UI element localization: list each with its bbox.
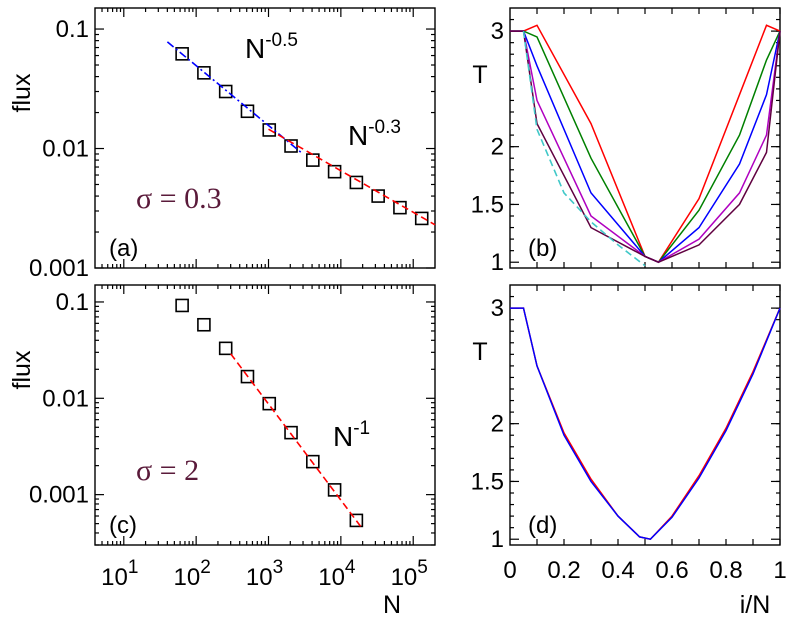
panel-c-data-point — [175, 298, 189, 313]
panel-c-xtick-label-base: 10 — [391, 564, 418, 591]
panel-a-data-point — [218, 84, 233, 99]
panel-c-data-point — [306, 454, 320, 469]
panel-d-xtick-label: 0.8 — [709, 557, 742, 584]
panel-c-ytick-label: 0.01 — [42, 385, 89, 412]
panel-d-xlabel: i/N — [740, 591, 771, 619]
panel-a-annotation: N-0.5 — [245, 30, 298, 64]
panel-d-xtick-label: 0 — [503, 557, 516, 584]
panel-d-xtick-label: 0.2 — [547, 557, 580, 584]
panel-c-sigma-label: σ = 2 — [136, 454, 199, 487]
panel-a-ytick-label: 0.01 — [42, 136, 89, 163]
panel-b: 1 1.5 2 3T (b) — [471, 7, 781, 276]
panel-c-xtick-label-base: 10 — [246, 564, 273, 591]
panel-c-ylabel: flux — [8, 350, 36, 389]
panel-c-series-fit-n-1 — [230, 353, 364, 530]
panel-c-ytick-label: 0.001 — [29, 482, 89, 509]
panel-d-ylabel: T — [472, 338, 487, 366]
panel-b-ytick-label: 2 — [491, 134, 504, 161]
panel-b-ytick-label: 1 — [491, 249, 504, 276]
panel-a-data-point — [414, 211, 429, 226]
panel-c-annotation-base: N — [333, 421, 353, 452]
panel-a-ylabel: flux — [8, 73, 36, 112]
panel-d-ytick-label: 3 — [491, 295, 504, 322]
panel-c-xtick-label-exponent: 1 — [128, 557, 139, 578]
panel-c-xtick-label-exponent: 4 — [345, 557, 356, 578]
panel-c-xtick-label: 101 — [101, 557, 138, 591]
panel-d-xtick-label: 0.4 — [601, 557, 634, 584]
panel-c-data-point — [284, 425, 298, 440]
panel-a-annotation-exponent: -0.3 — [368, 117, 401, 138]
panel-c-data-point — [240, 369, 255, 384]
panel-a-data-point — [262, 123, 277, 137]
panel-c-xtick-label: 103 — [246, 557, 283, 591]
panel-b-tag: (b) — [528, 235, 557, 262]
panel-a-data-point — [175, 47, 189, 61]
panel-d-ytick-label: 1 — [491, 526, 504, 553]
panel-d-series-red — [510, 307, 781, 541]
panel-a-data-point — [349, 175, 364, 190]
panel-c-data-point — [327, 483, 342, 497]
panel-a-ytick-label: 0.1 — [56, 16, 89, 43]
panel-b-series-green — [510, 30, 781, 264]
panel-c-xtick-label: 104 — [318, 557, 356, 591]
panel-a-annotation: N-0.3 — [348, 117, 401, 151]
panel-a-data-point — [240, 104, 255, 119]
panel-a-ytick-label: 0.001 — [29, 255, 89, 282]
panel-c-data-point — [197, 317, 211, 332]
panel-c-data-point — [262, 396, 277, 411]
panel-a-annotation-base: N — [348, 120, 368, 151]
panel-d-series-blue — [510, 307, 781, 541]
panel-b-ylabel: T — [472, 61, 487, 89]
panel-c-ytick-label: 0.1 — [56, 289, 89, 316]
panel-b-series-red — [510, 24, 781, 264]
panel-a-annotation-base: N — [245, 33, 265, 64]
panel-a-data-point — [197, 66, 211, 80]
panel-a-sigma-label: σ = 0.3 — [136, 182, 222, 215]
panel-d-xtick-label: 0.6 — [655, 557, 688, 584]
panel-c-annotation-exponent: -1 — [353, 418, 370, 439]
panel-c-xtick-label-base: 10 — [101, 564, 128, 591]
panel-d-tag: (d) — [528, 512, 557, 539]
panel-d-ytick-label: 1.5 — [471, 468, 504, 495]
panel-b-series-theory — [522, 30, 646, 267]
panel-c-xtick-label: 102 — [174, 557, 211, 591]
panel-c-annotation: N-1 — [333, 418, 370, 452]
panel-d-frame — [509, 284, 781, 546]
panel-d: 1 1.5 2 3 0 0.2 0.4 0.6 0.8 1 Ti/N (d) — [471, 284, 787, 619]
panel-d-ytick-label: 2 — [491, 411, 504, 438]
panel-a-annotation-exponent: -0.5 — [265, 30, 298, 51]
panel-c-xtick-label: 105 — [391, 557, 428, 591]
panel-a-tag: (a) — [109, 235, 138, 262]
panel-b-ytick-label: 1.5 — [471, 191, 504, 218]
panel-c-data-point — [218, 341, 233, 356]
panel-c-tag: (c) — [109, 512, 137, 539]
panel-b-ytick-label: 3 — [491, 18, 504, 45]
panel-c-xtick-label-base: 10 — [174, 564, 201, 591]
panel-c-xtick-label-exponent: 2 — [200, 557, 211, 578]
panel-c-xtick-label-exponent: 3 — [273, 557, 284, 578]
panel-a-series-fit-n-0-3 — [268, 128, 436, 226]
panel-c-xtick-label-base: 10 — [318, 564, 345, 591]
panel-c-xtick-label-exponent: 5 — [417, 557, 428, 578]
panel-c-data-point — [349, 513, 364, 528]
panel-b-frame — [509, 7, 781, 269]
panel-d-xtick-label: 1 — [773, 557, 786, 584]
panel-c-xlabel: N — [383, 591, 401, 619]
panel-a-data-point — [327, 164, 342, 179]
panel-a-data-point — [306, 153, 320, 167]
panel-c-frame — [94, 284, 436, 546]
